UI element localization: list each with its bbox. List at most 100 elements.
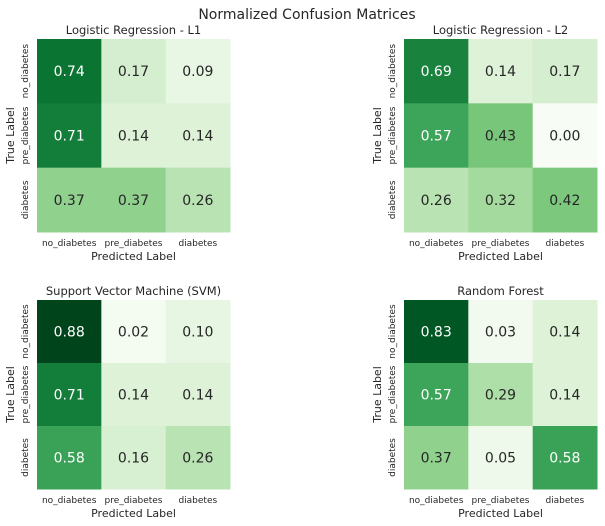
heatmap-cell <box>165 167 231 233</box>
x-tick-label: no_diabetes <box>409 496 464 506</box>
x-axis-label: Predicted Label <box>91 250 176 263</box>
heatmap-cell <box>468 363 534 427</box>
cell-value-label: 0.69 <box>421 64 452 80</box>
y-tick-label: diabetes <box>388 438 398 477</box>
cell-value-label: 0.26 <box>182 193 213 209</box>
cell-value-label: 0.10 <box>182 325 213 341</box>
y-axis-label: True Label <box>4 107 17 165</box>
heatmap-cell <box>532 426 598 490</box>
x-tick-label: pre_diabetes <box>472 496 530 506</box>
heatmap-cell <box>37 39 102 104</box>
cell-value-label: 0.43 <box>485 129 516 145</box>
cell-value-label: 0.14 <box>118 129 149 145</box>
x-tick-label: no_diabetes <box>42 239 97 249</box>
heatmap-cell <box>404 103 469 169</box>
cell-value-label: 0.37 <box>421 451 452 467</box>
heatmap-cell <box>532 363 598 427</box>
cell-value-label: 0.14 <box>549 388 580 404</box>
heatmap-cell <box>101 363 167 427</box>
cell-value-label: 0.17 <box>118 64 149 80</box>
panel-title: Support Vector Machine (SVM) <box>46 284 221 298</box>
cell-value-label: 0.16 <box>118 451 149 467</box>
figure-title: Normalized Confusion Matrices <box>198 7 415 23</box>
cell-value-label: 0.57 <box>421 129 452 145</box>
cell-value-label: 0.71 <box>54 129 85 145</box>
cell-value-label: 0.05 <box>485 451 516 467</box>
heatmap-panel-2: 0.69 0.14 0.17 0.57 0.43 0.00 0.26 0.32 0.42 <box>404 39 598 233</box>
heatmap-cell <box>404 363 469 427</box>
x-axis-label: Predicted Label <box>458 507 543 520</box>
cell-value-label: 0.09 <box>182 64 213 80</box>
x-tick-label: diabetes <box>545 239 584 249</box>
y-tick-label: no_diabetes <box>21 304 31 359</box>
cell-value-label: 0.14 <box>549 325 580 341</box>
cell-value-label: 0.58 <box>549 451 580 467</box>
y-tick-label: pre_diabetes <box>21 106 31 164</box>
heatmap-cell <box>532 300 598 364</box>
cell-value-label: 0.14 <box>485 64 516 80</box>
y-tick-label: no_diabetes <box>388 304 398 359</box>
cell-value-label: 0.14 <box>118 388 149 404</box>
heatmap-cell <box>165 103 231 169</box>
y-tick-label: pre_diabetes <box>388 365 398 423</box>
cell-value-label: 0.03 <box>485 325 516 341</box>
heatmap-panel-3: 0.88 0.02 0.10 0.71 0.14 0.14 0.58 0.16 0.26 <box>37 300 231 490</box>
heatmap-cell <box>101 300 167 364</box>
heatmap-cell <box>165 39 231 104</box>
y-tick-label: no_diabetes <box>21 44 31 99</box>
heatmap-cell <box>404 300 469 364</box>
x-tick-label: diabetes <box>545 496 584 506</box>
cell-value-label: 0.57 <box>421 388 452 404</box>
heatmap-cell <box>532 103 598 169</box>
y-axis-label: True Label <box>4 366 17 424</box>
heatmap-cell <box>468 167 534 233</box>
heatmap-cell <box>404 39 469 104</box>
y-tick-label: pre_diabetes <box>21 365 31 423</box>
heatmap-cell <box>468 426 534 490</box>
x-axis-label: Predicted Label <box>458 250 543 263</box>
y-axis-label: True Label <box>371 366 384 424</box>
heatmap-cell <box>37 103 102 169</box>
y-tick-label: pre_diabetes <box>388 106 398 164</box>
y-tick-label: no_diabetes <box>388 44 398 99</box>
heatmap-cell <box>165 300 231 364</box>
cell-value-label: 0.14 <box>182 129 213 145</box>
cell-value-label: 0.26 <box>421 193 452 209</box>
heatmap-cell <box>468 39 534 104</box>
cell-value-label: 0.02 <box>118 325 149 341</box>
heatmap-cell <box>37 300 102 364</box>
y-tick-label: diabetes <box>21 438 31 477</box>
x-tick-label: no_diabetes <box>409 239 464 249</box>
cell-value-label: 0.32 <box>485 193 516 209</box>
heatmap-cell <box>101 426 167 490</box>
cell-value-label: 0.00 <box>549 129 580 145</box>
x-axis-label: Predicted Label <box>91 507 176 520</box>
heatmap-cell <box>101 167 167 233</box>
heatmap-cell <box>165 426 231 490</box>
cell-value-label: 0.17 <box>549 64 580 80</box>
panel-title: Random Forest <box>457 284 544 298</box>
x-tick-label: pre_diabetes <box>105 496 163 506</box>
panel-title: Logistic Regression - L2 <box>433 23 569 37</box>
cell-value-label: 0.74 <box>54 64 85 80</box>
heatmap-panel-4: 0.83 0.03 0.14 0.57 0.29 0.14 0.37 0.05 0.58 <box>404 300 598 490</box>
heatmap-cell <box>101 39 167 104</box>
x-tick-label: no_diabetes <box>42 496 97 506</box>
cell-value-label: 0.42 <box>549 193 580 209</box>
y-tick-label: diabetes <box>388 180 398 219</box>
cell-value-label: 0.14 <box>182 388 213 404</box>
heatmap-cell <box>468 103 534 169</box>
heatmap-cell <box>532 39 598 104</box>
heatmap-cell <box>165 363 231 427</box>
heatmap-cell <box>404 167 469 233</box>
heatmap-cell <box>404 426 469 490</box>
heatmap-cell <box>37 426 102 490</box>
heatmap-cell <box>37 363 102 427</box>
panel-title: Logistic Regression - L1 <box>66 23 202 37</box>
y-tick-label: diabetes <box>21 180 31 219</box>
cell-value-label: 0.37 <box>118 193 149 209</box>
heatmap-cell <box>532 167 598 233</box>
heatmap-cell <box>37 167 102 233</box>
cell-value-label: 0.83 <box>421 325 452 341</box>
